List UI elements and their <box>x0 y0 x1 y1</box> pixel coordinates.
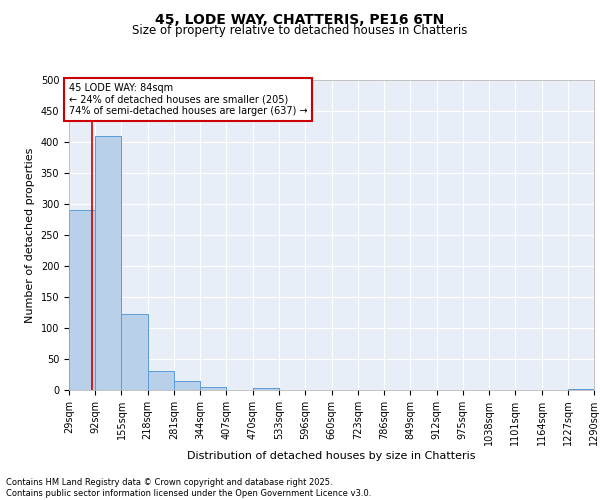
Bar <box>69 210 95 390</box>
Bar <box>568 389 594 390</box>
Bar <box>121 314 148 390</box>
X-axis label: Distribution of detached houses by size in Chatteris: Distribution of detached houses by size … <box>187 451 476 461</box>
Text: Size of property relative to detached houses in Chatteris: Size of property relative to detached ho… <box>133 24 467 37</box>
Bar <box>148 372 174 390</box>
Bar <box>174 380 200 390</box>
Bar <box>200 387 226 390</box>
Text: Contains HM Land Registry data © Crown copyright and database right 2025.
Contai: Contains HM Land Registry data © Crown c… <box>6 478 371 498</box>
Y-axis label: Number of detached properties: Number of detached properties <box>25 148 35 322</box>
Bar <box>253 388 279 390</box>
Bar <box>95 136 121 390</box>
Text: 45 LODE WAY: 84sqm
← 24% of detached houses are smaller (205)
74% of semi-detach: 45 LODE WAY: 84sqm ← 24% of detached hou… <box>69 83 308 116</box>
Text: 45, LODE WAY, CHATTERIS, PE16 6TN: 45, LODE WAY, CHATTERIS, PE16 6TN <box>155 12 445 26</box>
